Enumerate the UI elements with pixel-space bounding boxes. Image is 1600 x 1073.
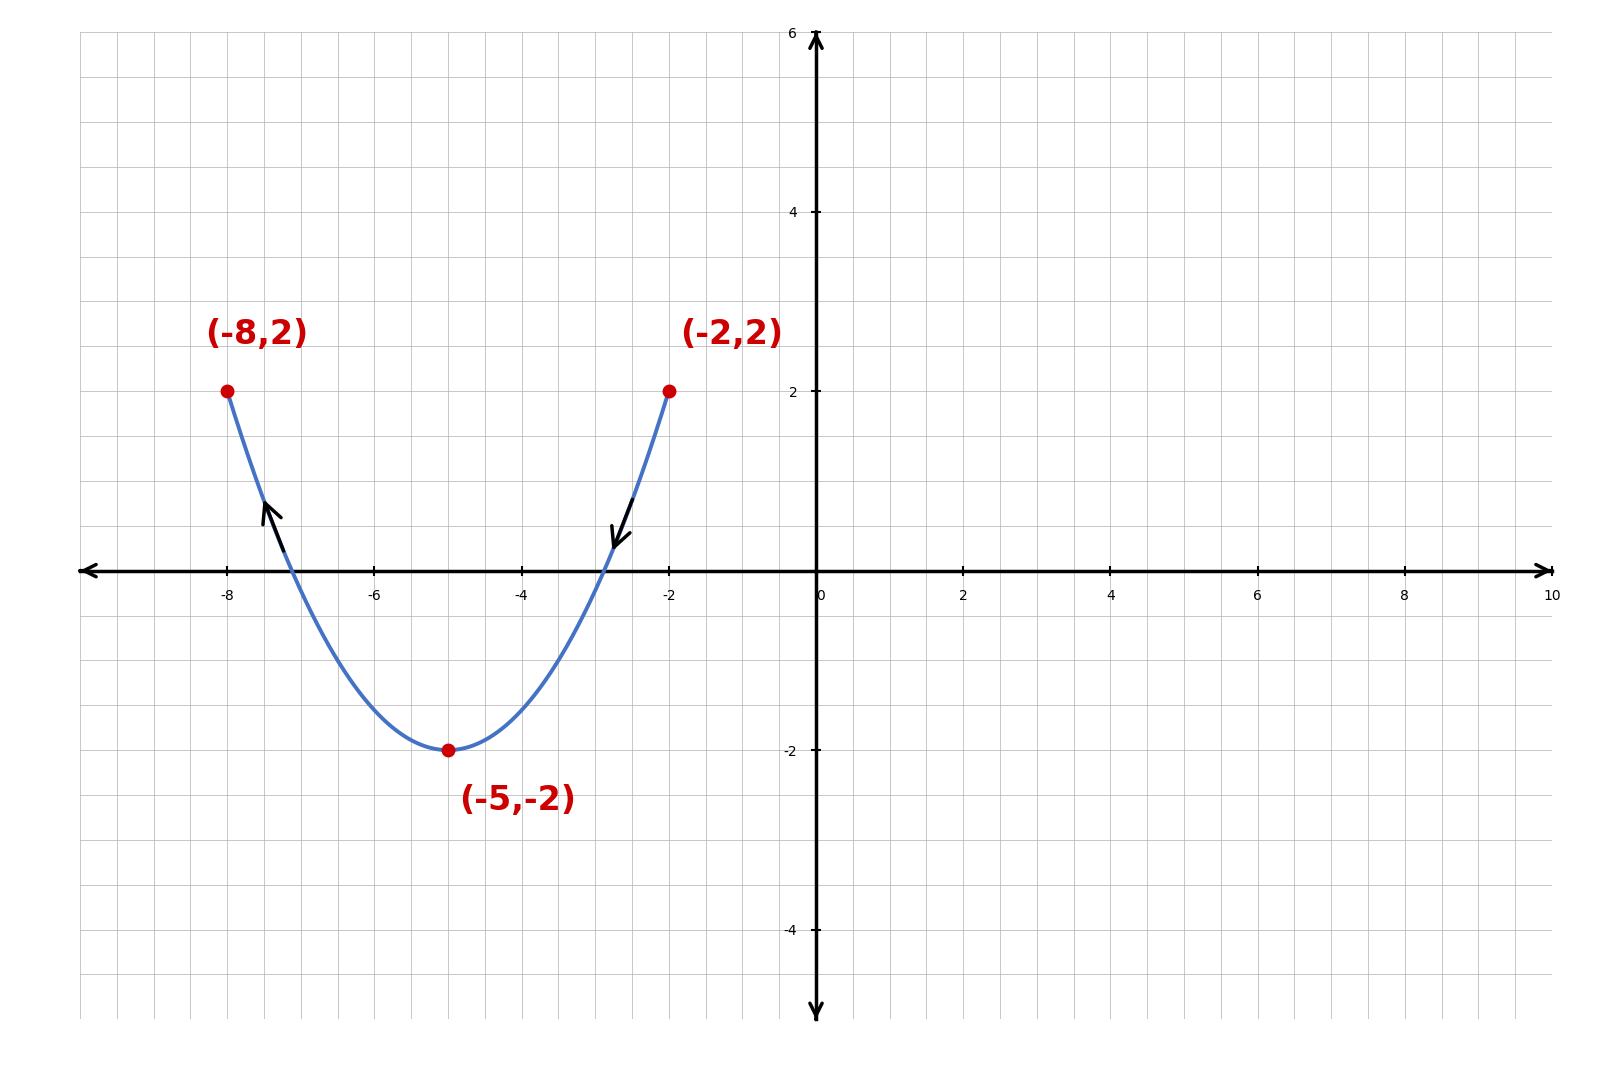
Text: (-8,2): (-8,2) bbox=[205, 318, 309, 351]
Text: (-2,2): (-2,2) bbox=[680, 318, 782, 351]
Text: (-5,-2): (-5,-2) bbox=[459, 784, 576, 818]
